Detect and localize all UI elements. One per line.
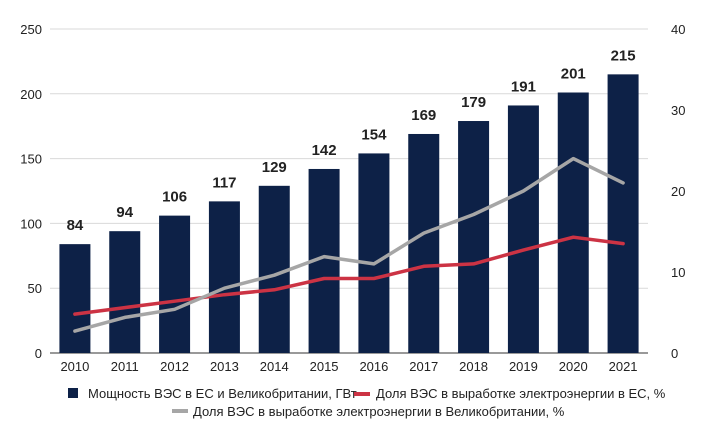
data-label: 142	[312, 142, 337, 159]
x-tick-label: 2019	[509, 359, 538, 374]
x-tick-label: 2013	[210, 359, 239, 374]
data-label: 201	[561, 66, 586, 83]
y-right-tick-label: 40	[671, 22, 685, 37]
data-label: 169	[411, 107, 436, 124]
data-label: 94	[116, 204, 133, 221]
data-labels: 84 94 106 117 129 142 154 169 179 191 201 215	[67, 47, 636, 234]
data-label: 117	[212, 174, 236, 191]
bar-series	[59, 74, 639, 354]
bar	[159, 215, 191, 353]
y-left-tick-label: 0	[35, 346, 42, 361]
x-tick-label: 2011	[111, 359, 139, 374]
y-right-tick-label: 20	[671, 184, 685, 199]
x-tick-label: 2017	[409, 359, 438, 374]
axis-tick-labels: 0 50 100 150 200 250 0 10 20 30 40 2010 2011 2012 2013…	[20, 22, 685, 374]
x-tick-label: 2012	[160, 359, 189, 374]
series-line	[73, 235, 625, 316]
bar	[258, 185, 290, 353]
y-right-tick-label: 0	[671, 346, 678, 361]
x-tick-label: 2016	[359, 359, 388, 374]
data-label: 179	[461, 94, 486, 111]
y-left-tick-label: 150	[20, 152, 42, 167]
series-line	[73, 156, 625, 333]
y-left-tick-label: 200	[20, 87, 42, 102]
y-right-tick-label: 30	[671, 103, 685, 118]
bar	[607, 74, 639, 354]
gridlines	[50, 28, 648, 354]
x-tick-label: 2014	[260, 359, 289, 374]
bar	[507, 105, 539, 354]
data-label: 215	[611, 47, 636, 64]
x-tick-label: 2015	[310, 359, 339, 374]
y-left-tick-label: 100	[20, 216, 42, 231]
bar	[109, 231, 141, 353]
y-right-tick-label: 10	[671, 265, 685, 280]
bar	[358, 153, 390, 353]
x-tick-label: 2020	[559, 359, 588, 374]
x-tick-label: 2021	[609, 359, 638, 374]
legend-label: Мощность ВЭС в ЕС и Великобритании, ГВт	[88, 386, 357, 401]
data-label: 84	[67, 217, 84, 234]
x-tick-label: 2018	[459, 359, 488, 374]
y-left-tick-label: 50	[28, 281, 42, 296]
bar	[557, 92, 589, 353]
line-series	[73, 156, 625, 333]
legend-swatch-bar	[68, 388, 78, 398]
legend-label: Доля ВЭС в выработке электроэнергии в Ве…	[193, 404, 565, 419]
y-left-tick-label: 250	[20, 22, 42, 37]
data-label: 191	[511, 78, 536, 95]
bar	[408, 133, 440, 353]
legend: Мощность ВЭС в ЕС и Великобритании, ГВт Д…	[68, 386, 666, 419]
bar	[59, 244, 91, 353]
x-tick-label: 2010	[60, 359, 89, 374]
legend-label: Доля ВЭС в выработке электроэнергии в ЕС…	[376, 386, 666, 401]
bar	[208, 201, 240, 353]
data-label: 154	[361, 126, 387, 143]
data-label: 106	[162, 189, 187, 206]
bar	[458, 121, 490, 354]
data-label: 129	[262, 159, 287, 176]
